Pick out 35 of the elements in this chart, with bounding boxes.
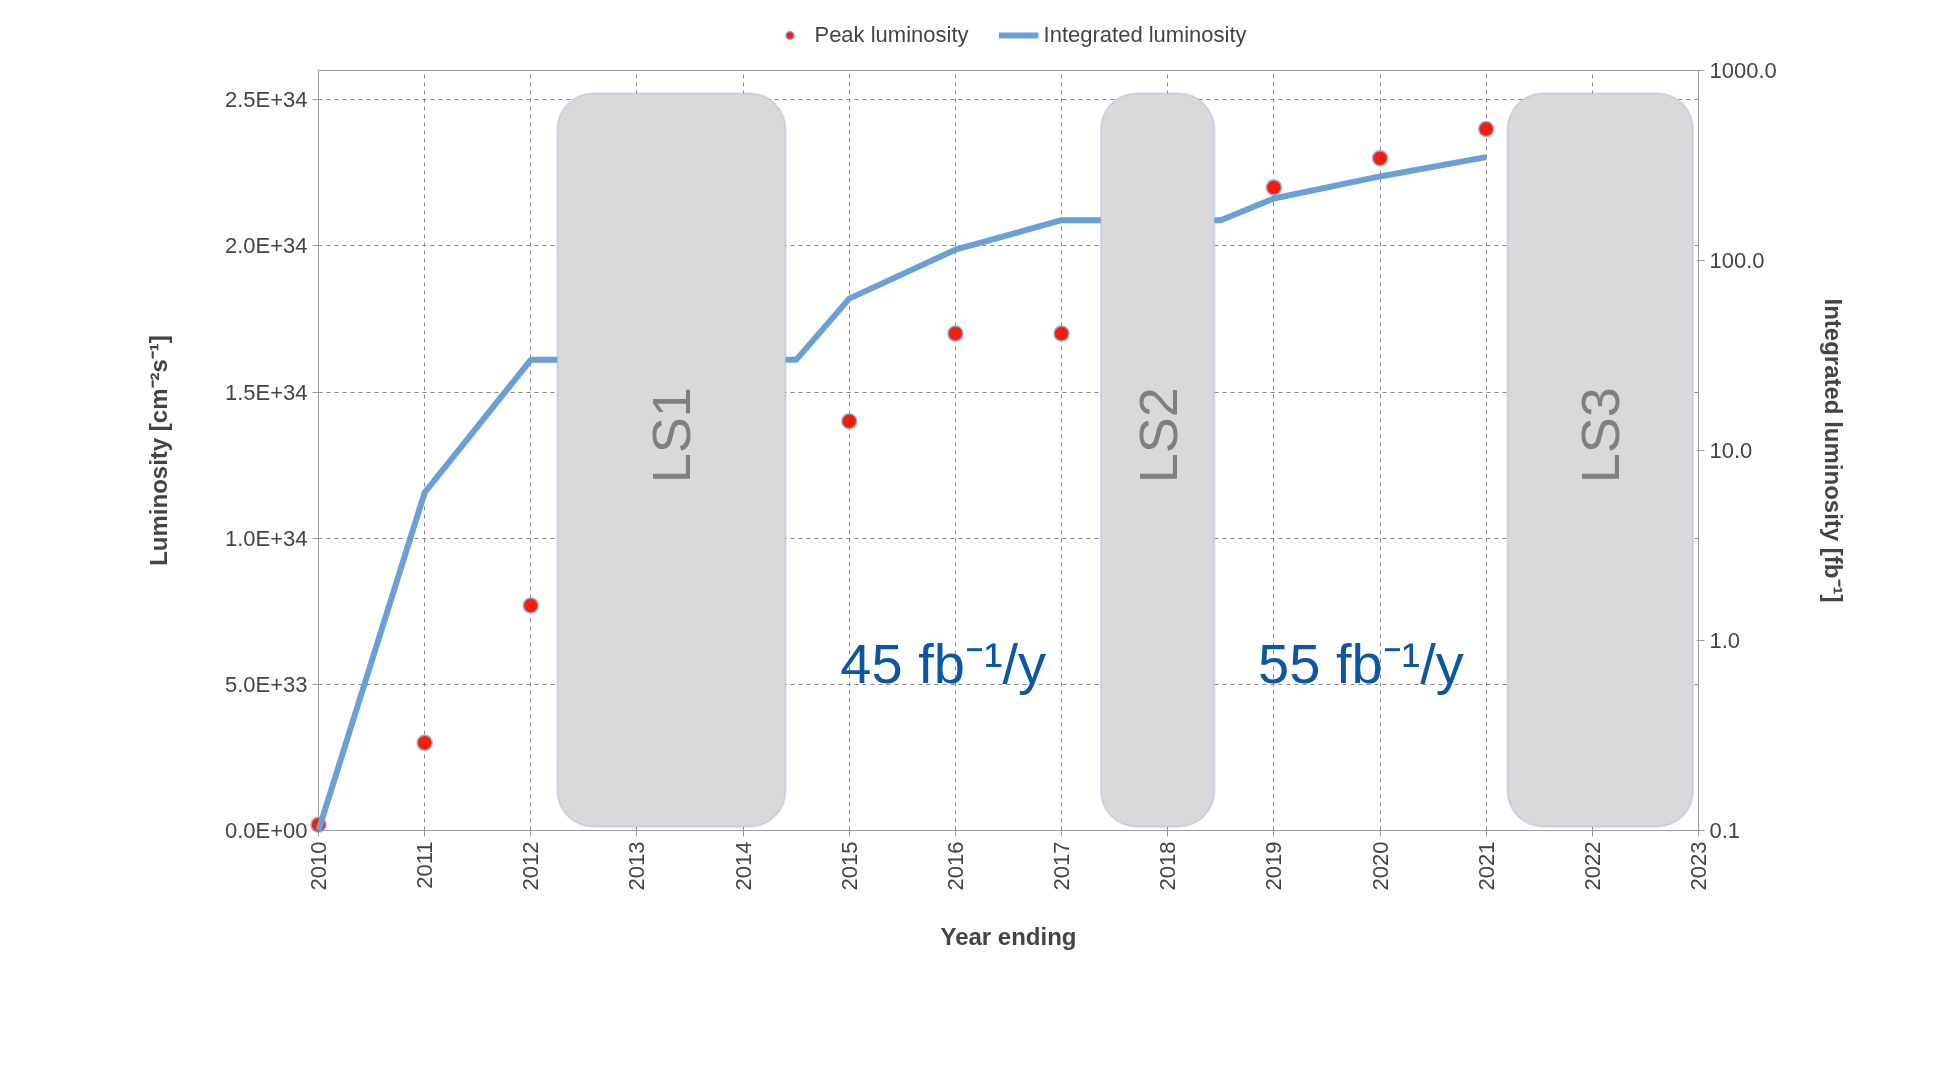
x-tick-label: 2015 xyxy=(836,841,862,891)
y-tick-label: 1.5E+34 xyxy=(224,379,308,405)
x-tick-label: 2012 xyxy=(518,841,544,891)
y2-axis-title: Integrated luminosity [fb⁻¹] xyxy=(1819,298,1847,603)
x-tick-label: 2011 xyxy=(412,841,438,889)
x-tick-label: 2014 xyxy=(730,841,756,891)
x-tick-label: 2017 xyxy=(1049,841,1075,891)
y-tick-label: 1.0E+34 xyxy=(224,525,308,551)
y-tick-label: 5.0E+33 xyxy=(224,671,308,697)
y2-tick-label: 1.0 xyxy=(1709,628,1741,653)
x-tick-label: 2020 xyxy=(1367,841,1393,891)
band-label: LS1 xyxy=(641,387,702,484)
y-tick-label: 2.0E+34 xyxy=(224,233,308,259)
x-tick-label: 2023 xyxy=(1686,841,1711,891)
x-tick-label: 2016 xyxy=(942,841,968,891)
x-axis-title: Year ending xyxy=(940,923,1077,951)
y2-tick-label: 1000.0 xyxy=(1709,58,1777,83)
y-tick-label: 2.5E+34 xyxy=(224,87,308,113)
x-tick-label: 2022 xyxy=(1579,841,1605,891)
y2-tick-label: 0.1 xyxy=(1709,818,1741,843)
x-tick-label: 2010 xyxy=(306,841,331,891)
legend-label: Peak luminosity xyxy=(814,22,969,48)
x-tick-label: 2013 xyxy=(624,841,650,891)
y2-tick-label: 10.0 xyxy=(1709,438,1753,463)
y-axis-title: Luminosity [cm⁻²s⁻¹] xyxy=(144,335,172,566)
legend-label: Integrated luminosity xyxy=(1043,22,1247,48)
y-tick-label: 0.0E+00 xyxy=(224,818,308,843)
x-tick-label: 2021 xyxy=(1473,841,1499,891)
band-label: LS3 xyxy=(1570,387,1631,484)
band-label: LS2 xyxy=(1127,387,1188,484)
x-tick-label: 2018 xyxy=(1155,841,1181,891)
annotation: 55 fb⁻¹/y xyxy=(1258,631,1464,695)
x-tick-label: 2019 xyxy=(1261,841,1287,891)
y2-tick-label: 100.0 xyxy=(1709,248,1765,273)
annotation: 45 fb⁻¹/y xyxy=(840,631,1047,695)
